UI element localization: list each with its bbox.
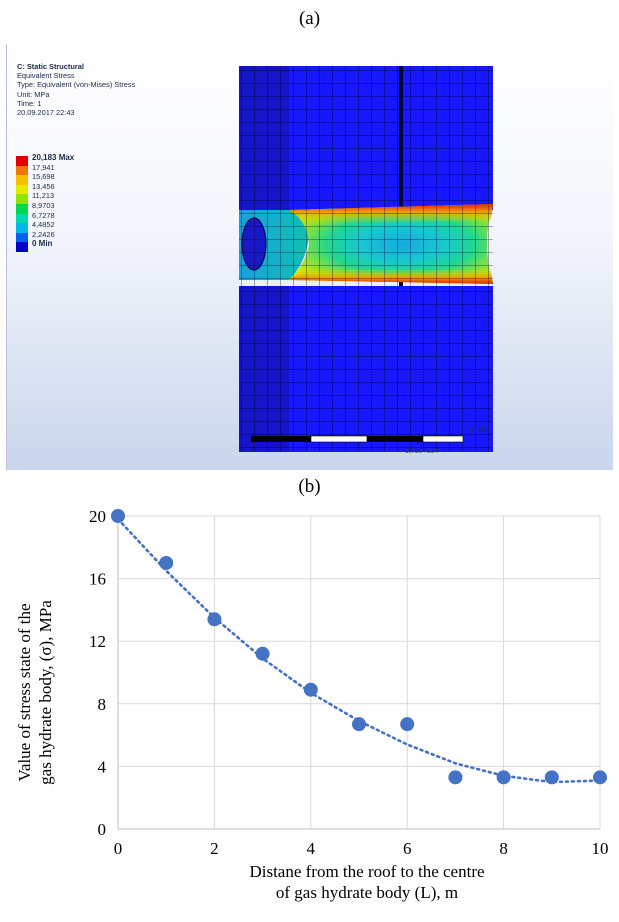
legend-label: 15,698 [32, 172, 55, 182]
legend-swatch [16, 232, 28, 243]
x-tick-label: 8 [499, 839, 508, 858]
legend-swatch [16, 242, 28, 252]
y-tick-label: 12 [89, 632, 106, 651]
x-axis-label-line-1: Distane from the roof to the centre [249, 862, 484, 881]
scale-unit-label: (mm) [469, 424, 489, 434]
legend-label: 0 Min [32, 239, 53, 249]
fea-info-line: Type: Equivalent (von-Mises) Stress [17, 80, 136, 90]
y-tick-label: 8 [98, 695, 107, 714]
data-point [207, 612, 222, 627]
data-point [593, 770, 607, 785]
legend-swatch [16, 175, 28, 185]
legend-swatch [16, 223, 28, 233]
legend-label: 2,2426 [32, 229, 55, 239]
legend-swatch [16, 165, 28, 176]
data-point [352, 717, 366, 732]
chart-axes [117, 516, 600, 830]
legend-label: 17,941 [32, 162, 55, 172]
fea-info-line: Unit: MPa [17, 89, 50, 99]
y-tick-label: 0 [98, 820, 107, 839]
x-tick-label: 10 [592, 839, 609, 858]
data-points [111, 509, 607, 785]
fea-info-line: Equivalent Stress [17, 71, 75, 81]
legend-label: 13,456 [32, 181, 55, 191]
trendline-path [116, 517, 602, 784]
legend-label: 11,213 [32, 191, 55, 201]
scale-exponent-label: 5,75e+004 [405, 448, 439, 455]
panel-a-label: (a) [298, 8, 321, 29]
legend-swatch [16, 184, 28, 195]
y-tick-label: 4 [98, 757, 107, 776]
data-point [303, 682, 318, 697]
x-tick-labels: 0 2 4 6 8 10 [114, 839, 609, 858]
y-tick-label: 20 [89, 507, 106, 526]
legend-label: 6,7278 [32, 210, 55, 220]
x-tick-label: 6 [403, 839, 412, 858]
legend-swatch [16, 213, 28, 224]
deformed-middle-layer [239, 204, 493, 286]
fea-model-render [239, 66, 493, 452]
x-tick-label: 0 [114, 839, 123, 858]
fea-info-title: C: Static Structural [17, 62, 84, 71]
legend-label: 8,9703 [32, 200, 55, 210]
legend-label: 4,4852 [32, 220, 55, 230]
y-axis-label-line-1: Value of stress state of the [15, 604, 34, 782]
fea-stress-result-view: C: Static Structural Equivalent Stress T… [6, 44, 613, 470]
data-point [544, 770, 559, 785]
x-tick-label: 2 [210, 839, 219, 858]
y-tick-label: 16 [89, 570, 106, 589]
trendline [116, 517, 602, 784]
legend-swatch [16, 203, 28, 214]
lower-block [239, 286, 493, 452]
fea-info-line: 20.09.2017 22:43 [17, 108, 75, 118]
panel-b-label: (b) [298, 476, 321, 497]
legend-swatch [16, 156, 28, 166]
fea-info-block: C: Static Structural Equivalent Stress T… [17, 62, 135, 117]
data-point [111, 509, 125, 523]
y-axis-label-line-2: gas hydrate body, (σ), MPa [36, 600, 55, 785]
chart-gridlines [118, 515, 601, 829]
data-point [496, 770, 511, 785]
scale-bar [251, 435, 464, 443]
legend-swatch [16, 194, 28, 204]
data-point [400, 717, 415, 732]
stress-vs-distance-chart: 0 2 4 6 8 10 0 4 8 12 16 20 Distane from the roof … [15, 507, 609, 902]
upper-block [239, 66, 493, 302]
data-point [448, 770, 463, 785]
legend-label: 20,183 Max [32, 153, 75, 162]
data-point [255, 646, 270, 661]
x-tick-label: 4 [307, 839, 316, 858]
fea-info-line: Time: 1 [17, 98, 42, 108]
y-tick-labels: 0 4 8 12 16 20 [89, 507, 107, 839]
data-point [159, 555, 174, 570]
x-axis-label-line-2: of gas hydrate body (L), m [276, 883, 458, 902]
